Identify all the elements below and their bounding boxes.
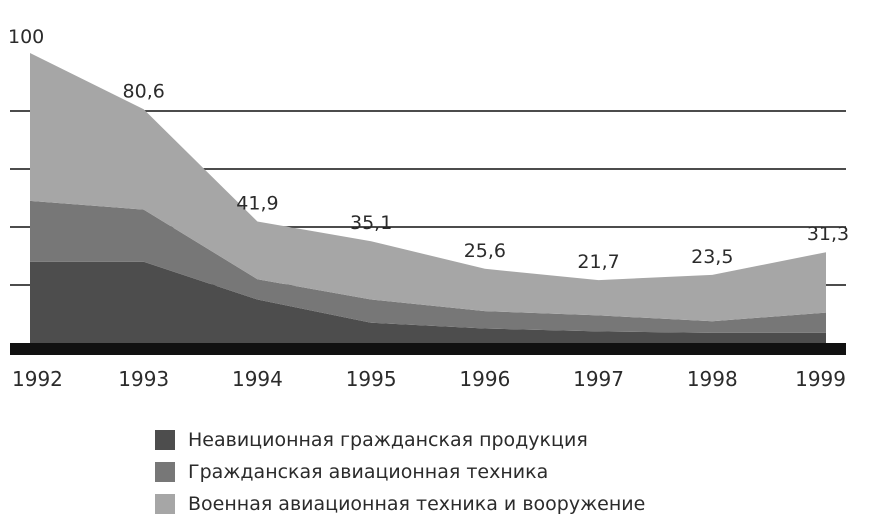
legend-item-civil-aviation: Гражданская авиационная техника bbox=[155, 456, 645, 488]
total-label-1996: 25,6 bbox=[464, 240, 506, 262]
x-tick-labels: 1992 1993 1994 1995 1996 1997 1998 1999 bbox=[12, 367, 846, 391]
legend-label-civil-aviation: Гражданская авиационная техника bbox=[188, 461, 549, 483]
x-tick-1994: 1994 bbox=[232, 367, 283, 391]
area-military-aviation bbox=[30, 53, 826, 322]
x-tick-1997: 1997 bbox=[573, 367, 624, 391]
total-label-1998: 23,5 bbox=[691, 246, 733, 268]
legend-swatch-non-aviation bbox=[155, 430, 175, 450]
legend-swatch-military-aviation bbox=[155, 494, 175, 514]
legend-swatch-civil-aviation bbox=[155, 462, 175, 482]
x-tick-1992: 1992 bbox=[12, 367, 63, 391]
area-series bbox=[30, 53, 826, 343]
x-tick-1999: 1999 bbox=[795, 367, 846, 391]
total-label-1993: 80,6 bbox=[123, 80, 165, 102]
total-label-1994: 41,9 bbox=[236, 192, 278, 214]
total-label-1999: 31,3 bbox=[807, 223, 849, 245]
x-tick-1996: 1996 bbox=[459, 367, 510, 391]
legend-label-military-aviation: Военная авиационная техника и вооружение bbox=[188, 493, 646, 515]
area-civil-aviation bbox=[30, 200, 826, 333]
x-tick-1998: 1998 bbox=[687, 367, 738, 391]
area-non-aviation bbox=[30, 261, 826, 343]
total-label-1997: 21,7 bbox=[577, 251, 619, 273]
x-axis-baseline bbox=[10, 343, 846, 355]
legend-item-military-aviation: Военная авиационная техника и вооружение bbox=[155, 488, 645, 520]
total-label-1992: 100 bbox=[8, 26, 44, 48]
legend-item-non-aviation: Неавиционная гражданская продукция bbox=[155, 424, 645, 456]
total-value-labels: 100 80,6 41,9 35,1 25,6 21,7 23,5 31,3 bbox=[8, 26, 849, 273]
total-label-1995: 35,1 bbox=[350, 212, 392, 234]
legend-label-non-aviation: Неавиционная гражданская продукция bbox=[188, 429, 588, 451]
legend: Неавиционная гражданская продукция Гражд… bbox=[155, 424, 645, 520]
x-tick-1995: 1995 bbox=[346, 367, 397, 391]
x-tick-1993: 1993 bbox=[118, 367, 169, 391]
